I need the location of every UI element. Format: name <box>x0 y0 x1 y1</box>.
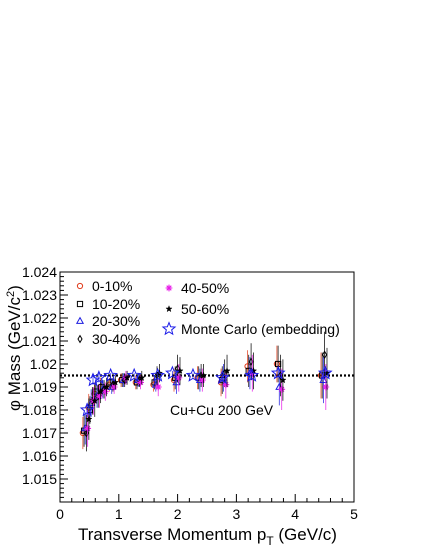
data-point <box>154 383 162 391</box>
energy-annotation: Cu+Cu 200 GeV <box>170 402 274 418</box>
legend-marker <box>165 305 173 313</box>
x-tick-label: 1 <box>115 506 123 522</box>
data-point <box>111 378 120 386</box>
legend-label: 30-40% <box>92 331 140 347</box>
data-point <box>103 367 119 382</box>
x-tick-label: 5 <box>350 506 358 522</box>
legend-label: Monte Carlo (embedding) <box>181 321 340 337</box>
data-point <box>79 402 95 417</box>
data-point <box>270 365 286 380</box>
data-point <box>96 387 105 395</box>
data-point <box>101 388 109 395</box>
legend-label: 20-30% <box>92 313 140 329</box>
legend-label: 10-20% <box>92 296 140 312</box>
legend-entry: Monte Carlo (embedding) <box>161 321 340 337</box>
legend-marker <box>76 300 84 308</box>
data-point <box>90 396 99 404</box>
data-point <box>176 366 184 375</box>
data-point <box>198 376 206 384</box>
y-tick-label: 1.024 <box>22 264 57 280</box>
x-axis-title: Transverse Momentum pT (GeV/c) <box>78 525 337 548</box>
legend-entry: 20-30% <box>75 313 140 329</box>
y-tick-label: 1.018 <box>22 402 57 418</box>
legend-label: 0-10% <box>92 278 132 294</box>
legend-entry: 10-20% <box>76 296 140 312</box>
series-monte-carlo-embedding <box>79 365 333 417</box>
y-tick-label: 1.023 <box>22 287 57 303</box>
data-point <box>175 374 183 382</box>
legend-entry: 40-50% <box>165 280 229 296</box>
data-point <box>85 372 101 387</box>
legend-marker <box>76 282 84 290</box>
y-tick-label: 1.019 <box>22 379 57 395</box>
y-tick-label: 1.017 <box>22 425 57 441</box>
x-tick-label: 4 <box>291 506 299 522</box>
x-tick-label: 2 <box>174 506 182 522</box>
data-point <box>322 383 330 391</box>
y-axis-title: φ Mass (GeV/c2) <box>5 285 24 411</box>
data-point <box>85 415 93 423</box>
data-point <box>322 350 328 360</box>
data-point <box>222 381 230 389</box>
data-point <box>84 425 92 432</box>
data-point <box>123 373 131 381</box>
y-tick-label: 1.015 <box>22 471 57 487</box>
legend-entry: 0-10% <box>76 278 132 294</box>
legend-marker <box>77 334 83 344</box>
x-tick-label: 0 <box>56 506 64 522</box>
legend-marker <box>75 316 85 324</box>
data-point <box>110 383 118 391</box>
data-point <box>102 383 111 391</box>
data-point <box>319 375 328 383</box>
legend-marker <box>161 321 177 336</box>
data-point <box>223 366 231 375</box>
legend-label: 40-50% <box>181 280 229 296</box>
data-point <box>323 369 331 377</box>
legend-label: 50-60% <box>181 301 229 317</box>
data-point <box>214 370 230 385</box>
data-point <box>279 376 287 384</box>
y-tick-label: 1.016 <box>22 448 57 464</box>
x-tick-label: 3 <box>233 506 241 522</box>
data-point <box>150 367 166 382</box>
y-tick-label: 1.021 <box>22 333 57 349</box>
data-point <box>96 392 103 400</box>
legend-marker <box>165 284 173 292</box>
data-point <box>126 367 142 382</box>
y-tick-label: 1.02 <box>30 356 57 372</box>
legend-entry: 30-40% <box>77 331 140 347</box>
data-point <box>185 367 201 382</box>
data-point <box>137 379 144 386</box>
data-point <box>278 385 286 393</box>
data-point <box>199 371 208 379</box>
legend-entry: 50-60% <box>165 301 229 317</box>
data-point <box>91 370 107 385</box>
series-50-60 <box>85 347 331 440</box>
data-point <box>317 365 333 380</box>
data-point <box>165 365 180 380</box>
data-point <box>138 373 146 381</box>
y-tick-label: 1.022 <box>22 310 57 326</box>
data-point <box>244 367 260 382</box>
